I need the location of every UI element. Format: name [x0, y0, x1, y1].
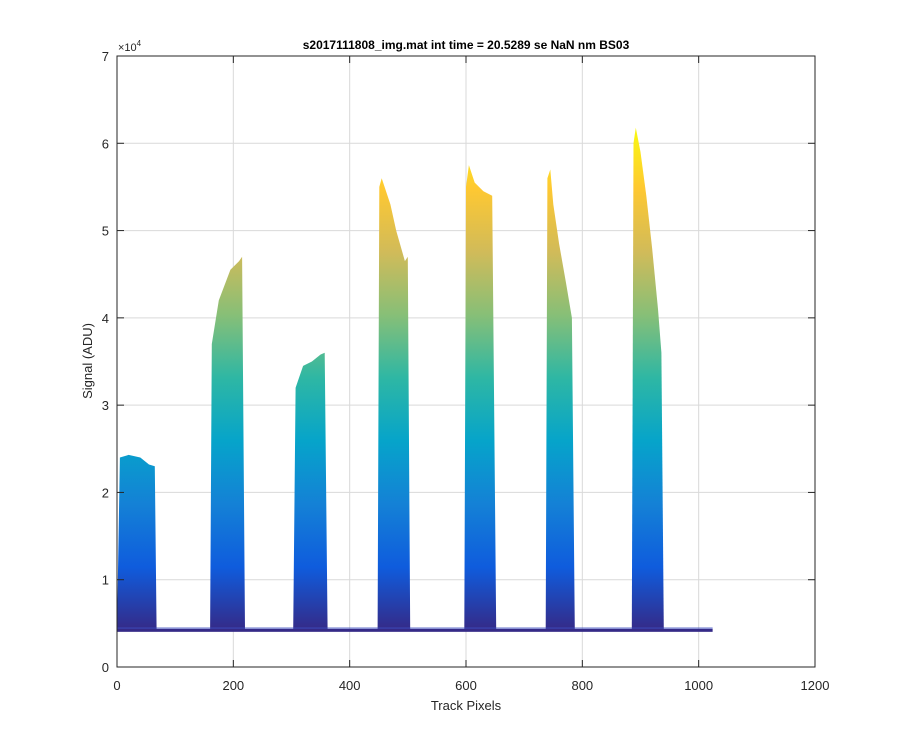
peak-5: [464, 165, 497, 631]
peak-3: [293, 352, 328, 631]
y-tick-labels: 0 1 2 3 4 5 6 7: [102, 49, 109, 675]
x-tick-label: 600: [455, 678, 477, 693]
peak-7: [631, 127, 664, 631]
x-tick-label: 0: [113, 678, 120, 693]
y-tick-label: 5: [102, 224, 109, 239]
peak-1: [117, 454, 157, 631]
x-tick-label: 400: [339, 678, 361, 693]
peak-6: [545, 169, 575, 631]
y-tick-label: 0: [102, 660, 109, 675]
peak-4: [377, 178, 411, 631]
y-tick-label: 3: [102, 398, 109, 413]
y-axis-label: Signal (ADU): [80, 323, 95, 399]
baseline-band-upper: [117, 627, 713, 629]
y-tick-label: 6: [102, 136, 109, 151]
y-tick-label: 7: [102, 49, 109, 64]
y-tick-label: 4: [102, 311, 109, 326]
peaks: [117, 127, 713, 632]
x-tick-label: 800: [571, 678, 593, 693]
x-tick-labels: 0 200 400 600 800 1000 1200: [113, 678, 829, 693]
baseline-band: [117, 628, 713, 632]
chart-title: s2017111808_img.mat int time = 20.5289 s…: [303, 38, 630, 52]
x-tick-label: 1000: [684, 678, 713, 693]
x-axis-label: Track Pixels: [431, 698, 502, 713]
x-tick-label: 200: [222, 678, 244, 693]
y-exponent-label: ×104: [118, 39, 142, 54]
peak-2: [210, 256, 245, 631]
y-tick-label: 2: [102, 485, 109, 500]
y-tick-label: 1: [102, 573, 109, 588]
x-tick-label: 1200: [801, 678, 830, 693]
axes-frame: [116, 55, 816, 668]
